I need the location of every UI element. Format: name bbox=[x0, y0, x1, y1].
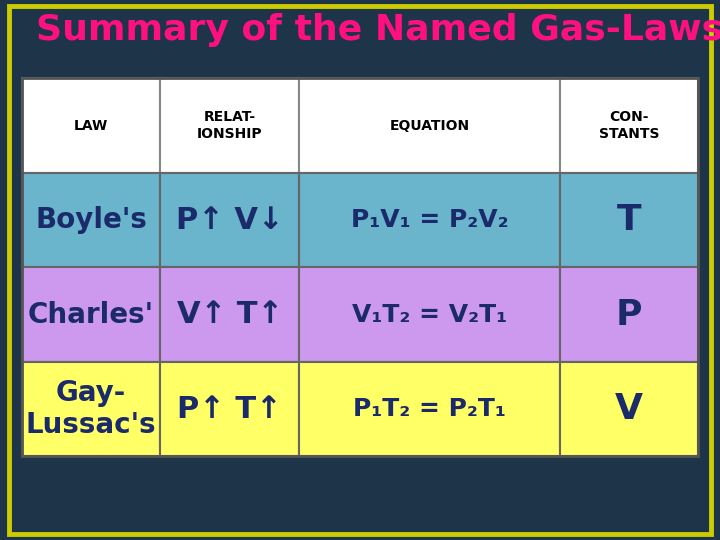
FancyBboxPatch shape bbox=[299, 173, 559, 267]
Text: LAW: LAW bbox=[74, 119, 108, 132]
Text: P↑ V↓: P↑ V↓ bbox=[176, 206, 284, 234]
FancyBboxPatch shape bbox=[299, 78, 559, 173]
Text: V: V bbox=[615, 392, 643, 426]
Text: EQUATION: EQUATION bbox=[390, 119, 469, 132]
FancyBboxPatch shape bbox=[161, 173, 299, 267]
Text: Charles': Charles' bbox=[28, 301, 154, 328]
Text: Gay-
Lussac's: Gay- Lussac's bbox=[26, 379, 156, 439]
FancyBboxPatch shape bbox=[559, 362, 698, 456]
FancyBboxPatch shape bbox=[559, 267, 698, 362]
Text: Summary of the Named Gas-Laws:: Summary of the Named Gas-Laws: bbox=[36, 13, 720, 46]
FancyBboxPatch shape bbox=[22, 362, 161, 456]
FancyBboxPatch shape bbox=[22, 267, 161, 362]
FancyBboxPatch shape bbox=[9, 6, 711, 534]
Text: RELAT-
IONSHIP: RELAT- IONSHIP bbox=[197, 111, 263, 140]
Text: V₁T₂ = V₂T₁: V₁T₂ = V₂T₁ bbox=[352, 302, 507, 327]
FancyBboxPatch shape bbox=[559, 78, 698, 173]
FancyBboxPatch shape bbox=[161, 78, 299, 173]
FancyBboxPatch shape bbox=[161, 267, 299, 362]
Text: CON-
STANTS: CON- STANTS bbox=[599, 111, 660, 140]
FancyBboxPatch shape bbox=[299, 267, 559, 362]
FancyBboxPatch shape bbox=[22, 173, 161, 267]
Text: Boyle's: Boyle's bbox=[35, 206, 147, 234]
Text: V↑ T↑: V↑ T↑ bbox=[176, 300, 283, 329]
FancyBboxPatch shape bbox=[559, 173, 698, 267]
Text: P↑ T↑: P↑ T↑ bbox=[177, 395, 282, 423]
Text: T: T bbox=[617, 203, 642, 237]
Text: P: P bbox=[616, 298, 642, 332]
FancyBboxPatch shape bbox=[299, 362, 559, 456]
Text: P₁T₂ = P₂T₁: P₁T₂ = P₂T₁ bbox=[353, 397, 506, 421]
FancyBboxPatch shape bbox=[22, 78, 161, 173]
FancyBboxPatch shape bbox=[161, 362, 299, 456]
Text: P₁V₁ = P₂V₂: P₁V₁ = P₂V₂ bbox=[351, 208, 508, 232]
